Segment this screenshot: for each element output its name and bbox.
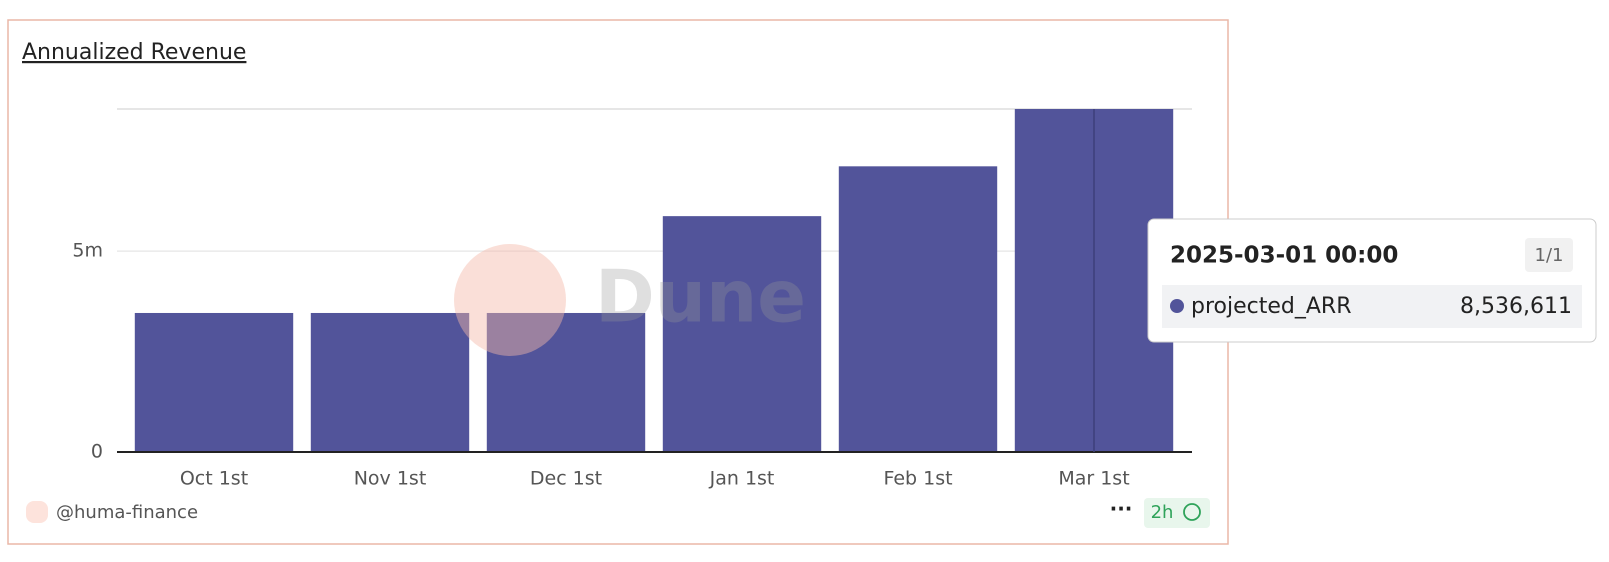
tooltip-row <box>1162 285 1582 328</box>
watermark: Dune <box>595 255 806 339</box>
x-tick-label: Feb 1st <box>883 468 952 490</box>
y-tick-label: 5m <box>72 240 103 262</box>
menu[interactable]: ··· <box>1110 497 1133 521</box>
x-tick-label: Dec 1st <box>530 468 602 490</box>
check-icon <box>1183 503 1201 521</box>
bar <box>838 166 998 453</box>
bar <box>486 312 646 452</box>
x-tick-label: Jan 1st <box>709 468 775 490</box>
bar <box>134 312 294 452</box>
avatar <box>26 501 48 523</box>
y-tick-label: 0 <box>91 441 103 463</box>
age: 2h <box>1151 502 1174 523</box>
author[interactable]: @huma-finance <box>56 502 198 523</box>
tooltip-swatch <box>1170 299 1184 313</box>
tooltip-value: 8,536,611 <box>1460 294 1572 319</box>
tooltip-series: projected_ARR <box>1191 294 1351 319</box>
tooltip-title: 2025-03-01 00:00 <box>1170 243 1398 269</box>
chart-title[interactable]: Annualized Revenue <box>22 40 246 65</box>
bar <box>310 312 470 452</box>
tooltip-page-bg <box>1525 238 1573 272</box>
watermark-logo <box>454 244 566 356</box>
x-tick-label: Nov 1st <box>354 468 427 490</box>
bar <box>662 216 822 452</box>
tooltip: 2025-03-01 00:00 1/1 projected_ARR 8,536… <box>1147 218 1597 343</box>
x-tick-label: Mar 1st <box>1058 468 1129 490</box>
x-tick-label: Oct 1st <box>180 468 248 490</box>
tooltip-page: 1/1 <box>1535 245 1564 266</box>
